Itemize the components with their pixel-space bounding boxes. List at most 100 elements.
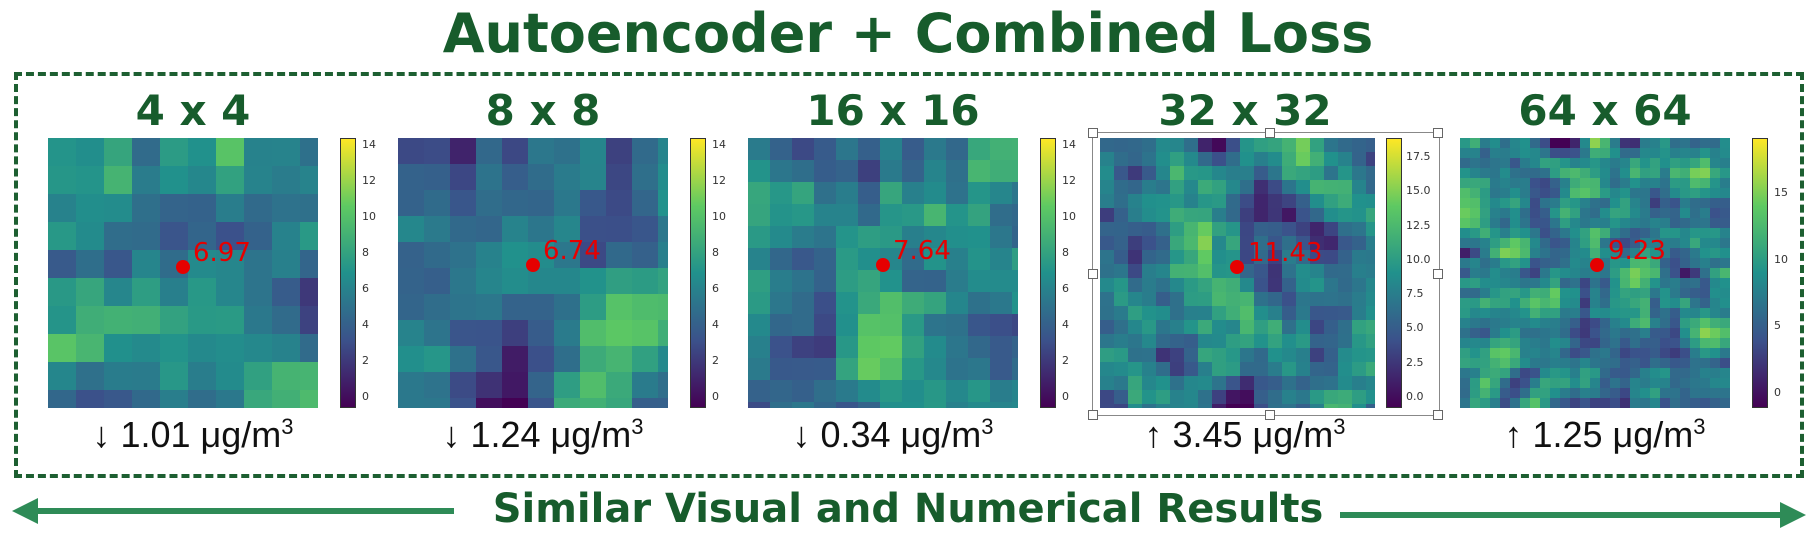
colorbar-tick-label: 10.0 [1406,252,1431,266]
marker-value: 6.97 [193,238,251,268]
heatmap [398,138,668,408]
right-arrow-line [1340,512,1784,518]
resize-handle[interactable] [1088,269,1098,279]
marker-value: 6.74 [543,236,601,266]
panel-16x16: 16 x 16 7.64 ↓ 0.34 μg/m3 14 12 10 8 6 4 2 0 [748,84,1078,474]
heatmap [48,138,318,408]
colorbar [690,138,706,408]
footer: Similar Visual and Numerical Results [0,480,1816,540]
colorbar-tick-label: 4 [712,318,719,331]
colorbar-tick-label: 4 [1062,318,1069,331]
location-marker [526,258,540,272]
arrow-down-icon: ↓ [442,414,461,455]
resize-handle[interactable] [1433,269,1443,279]
figure-title: Autoencoder + Combined Loss [442,2,1374,65]
colorbar-tick-label: 5.0 [1406,321,1424,335]
location-marker [1590,258,1604,272]
resize-handle[interactable] [1265,128,1275,138]
colorbar-tick-label: 0 [362,390,369,403]
error-delta: ↓ 1.01 μg/m3 [48,414,338,456]
colorbar-tick-label: 14 [1062,138,1076,151]
unit-exponent: 3 [631,414,644,439]
marker-value: 11.43 [1248,238,1323,268]
resolution-label: 32 x 32 [1158,86,1332,135]
panel-64x64: 64 x 64 9.23 ↑ 1.25 μg/m3 15 10 5 0 [1460,84,1790,474]
colorbar-tick-label: 8 [712,246,719,259]
error-delta: ↓ 1.24 μg/m3 [398,414,688,456]
error-delta: ↑ 3.45 μg/m3 [1100,414,1390,456]
colorbar-tick-label: 12 [1062,174,1076,187]
colorbar-tick-label: 10 [1062,210,1076,223]
colorbar-tick-label: 14 [712,138,726,151]
location-marker [176,260,190,274]
colorbar-tick-label: 10 [362,210,376,223]
colorbar-tick-label: 12 [362,174,376,187]
unit-exponent: 3 [981,414,994,439]
colorbar-tick-label: 6 [712,282,719,295]
colorbar-tick-label: 8 [1062,246,1069,259]
delta-value: 1.24 μg/m [470,414,632,455]
colorbar-tick-label: 0.0 [1406,390,1424,403]
colorbar [1752,138,1768,408]
colorbar-tick-label: 10 [1774,252,1788,266]
colorbar [1040,138,1056,408]
colorbar-tick-label: 2 [362,354,369,367]
left-arrow-line [34,508,454,514]
resize-handle[interactable] [1265,410,1275,420]
colorbar-tick-label: 14 [362,138,376,151]
colorbar-tick-label: 15 [1774,186,1788,199]
heatmap [1460,138,1730,408]
colorbar-tick-label: 0 [1774,386,1781,399]
unit-exponent: 3 [1333,414,1346,439]
arrow-down-icon: ↓ [92,414,111,455]
arrow-up-icon: ↑ [1504,414,1523,455]
right-arrow-icon [1780,502,1806,528]
colorbar-tick-label: 2 [1062,354,1069,367]
colorbar-tick-label: 2 [712,354,719,367]
panel-8x8: 8 x 8 6.74 ↓ 1.24 μg/m3 14 12 10 8 6 4 2 0 [398,84,728,474]
colorbar-tick-label: 0 [1062,390,1069,403]
resize-handle[interactable] [1433,410,1443,420]
colorbar-tick-label: 10 [712,210,726,223]
arrow-down-icon: ↓ [792,414,811,455]
resolution-label: 64 x 64 [1518,86,1692,135]
resize-handle[interactable] [1088,128,1098,138]
location-marker [876,258,890,272]
heatmap [748,138,1018,408]
colorbar-tick-label: 15.0 [1406,184,1431,198]
colorbar [340,138,356,408]
colorbar-tick-label: 12.5 [1406,218,1431,232]
panel-4x4: 4 x 4 6.97 ↓ 1.01 μg/m3 14 12 10 8 6 4 2 0 [48,84,378,474]
panel-32x32: 32 x 32 11.43 ↑ 3.45 μg/m3 17.5 15.0 12.5 1… [1088,84,1443,474]
resolution-label: 8 x 8 [485,86,601,135]
colorbar-tick-label: 6 [362,282,369,295]
delta-value: 1.25 μg/m [1532,414,1694,455]
delta-value: 1.01 μg/m [120,414,282,455]
colorbar-tick-label: 7.5 [1406,287,1424,301]
colorbar-tick-label: 17.5 [1406,150,1431,163]
resize-handle[interactable] [1088,410,1098,420]
marker-value: 7.64 [893,236,951,266]
left-arrow-icon [12,498,38,524]
location-marker [1230,260,1244,274]
error-delta: ↓ 0.34 μg/m3 [748,414,1038,456]
arrow-up-icon: ↑ [1144,414,1163,455]
resolution-label: 16 x 16 [806,86,980,135]
colorbar-tick-label: 5 [1774,319,1781,333]
results-frame [14,72,1804,478]
colorbar-tick-label: 8 [362,246,369,259]
colorbar-tick-label: 0 [712,390,719,403]
unit-exponent: 3 [1693,414,1706,439]
colorbar-tick-label: 4 [362,318,369,331]
delta-value: 0.34 μg/m [820,414,982,455]
delta-value: 3.45 μg/m [1172,414,1334,455]
resolution-label: 4 x 4 [135,86,251,135]
marker-value: 9.23 [1608,236,1666,266]
error-delta: ↑ 1.25 μg/m3 [1460,414,1750,456]
footer-caption: Similar Visual and Numerical Results [492,486,1324,532]
resize-handle[interactable] [1433,128,1443,138]
colorbar-tick-label: 2.5 [1406,355,1424,369]
unit-exponent: 3 [281,414,294,439]
colorbar [1386,138,1402,408]
colorbar-tick-label: 12 [712,174,726,187]
